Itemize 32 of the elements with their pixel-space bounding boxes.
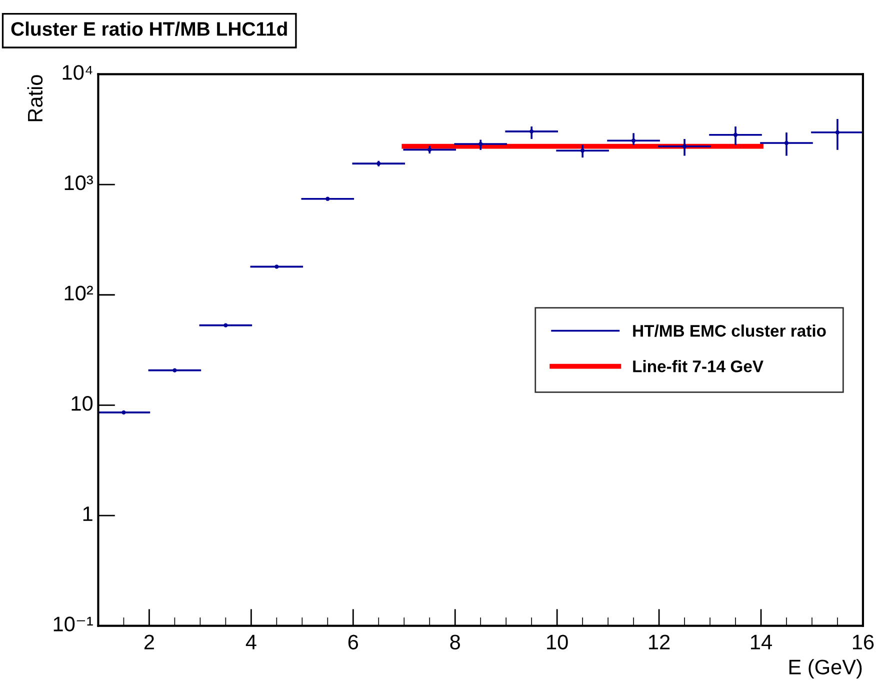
legend-label: Line-fit 7-14 GeV — [633, 360, 764, 372]
point — [122, 410, 126, 415]
point — [835, 130, 840, 134]
chart-title: Cluster E ratio HT/MB LHC11d — [11, 22, 287, 36]
point — [631, 138, 636, 143]
x-tick-label: 8 — [450, 634, 460, 650]
y-tick-label: 10⁻¹ — [54, 616, 93, 632]
x-tick-label: 2 — [144, 634, 154, 650]
point — [682, 144, 687, 148]
x-tick-label: 10 — [547, 634, 568, 650]
y-tick-label: 10² — [64, 286, 93, 300]
y-tick-label: 1 — [83, 506, 92, 521]
point — [274, 264, 279, 269]
point — [224, 323, 228, 328]
x-tick-label: 6 — [348, 634, 358, 650]
point — [172, 368, 177, 372]
point — [478, 142, 483, 146]
point — [529, 129, 534, 134]
point — [733, 132, 738, 137]
y-axis-title: Ratio — [27, 75, 43, 122]
x-tick-label: 14 — [751, 634, 772, 650]
x-tick-label: 16 — [852, 634, 874, 650]
point — [580, 148, 585, 153]
y-tick-label: 10³ — [64, 175, 93, 190]
point — [784, 140, 789, 146]
y-tick-label: 10⁴ — [62, 65, 92, 80]
point — [326, 196, 330, 201]
x-tick-label: 4 — [246, 634, 256, 650]
y-tick-label: 10 — [72, 396, 93, 411]
x-tick-label: 12 — [649, 634, 670, 650]
legend-label: HT/MB EMC cluster ratio — [633, 324, 826, 337]
x-axis-title: E (GeV) — [789, 659, 862, 679]
